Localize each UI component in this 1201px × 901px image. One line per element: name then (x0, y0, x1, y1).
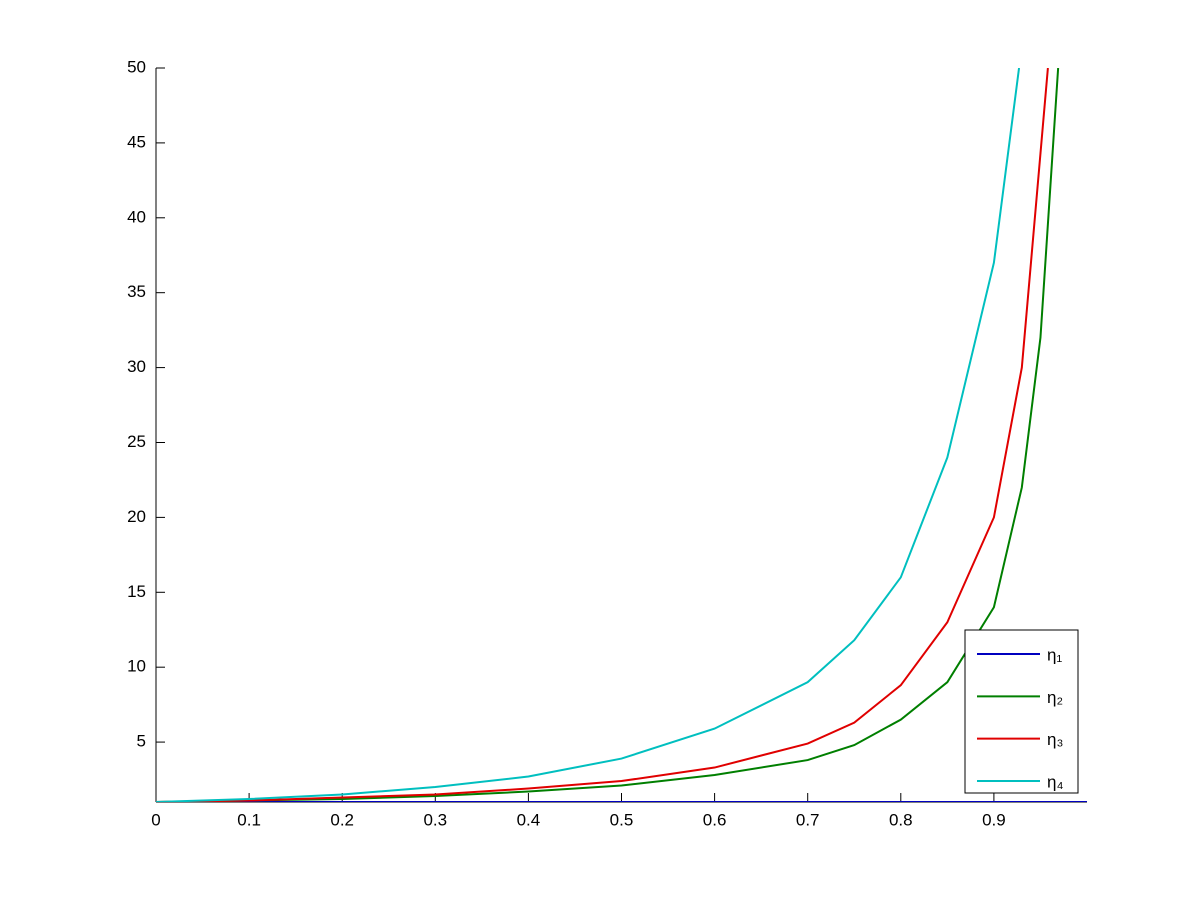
y-tick-label: 10 (127, 657, 146, 676)
line (156, 68, 1049, 802)
x-tick-label: 0.8 (889, 810, 913, 829)
x-tick-label: 0.2 (330, 810, 354, 829)
legend-label: η₁ (1047, 645, 1062, 664)
x-tick-label: 0.1 (237, 810, 261, 829)
x-tick-label: 0.3 (423, 810, 447, 829)
y-tick-label: 5 (137, 732, 146, 751)
y-tick-label: 35 (127, 282, 146, 301)
x-tick-label: 0.5 (610, 810, 634, 829)
y-tick-label: 30 (127, 357, 146, 376)
line (156, 68, 1021, 802)
y-tick-label: 50 (127, 57, 146, 76)
y-tick-label: 45 (127, 132, 146, 151)
x-tick-label: 0.6 (703, 810, 727, 829)
legend-label: η₃ (1047, 730, 1063, 749)
x-tick-label: 0.9 (982, 810, 1006, 829)
x-tick-label: 0 (151, 810, 160, 829)
y-tick-label: 20 (127, 507, 146, 526)
y-tick-label: 40 (127, 207, 146, 226)
y-tick-label: 15 (127, 582, 146, 601)
legend-label: η₄ (1047, 772, 1063, 791)
plot-area (156, 68, 1087, 802)
legend-label: η₂ (1047, 688, 1063, 707)
y-tick-label: 25 (127, 432, 146, 451)
line (156, 68, 1060, 802)
x-tick-label: 0.4 (517, 810, 541, 829)
legend-box (964, 629, 1079, 794)
x-tick-label: 0.7 (796, 810, 820, 829)
